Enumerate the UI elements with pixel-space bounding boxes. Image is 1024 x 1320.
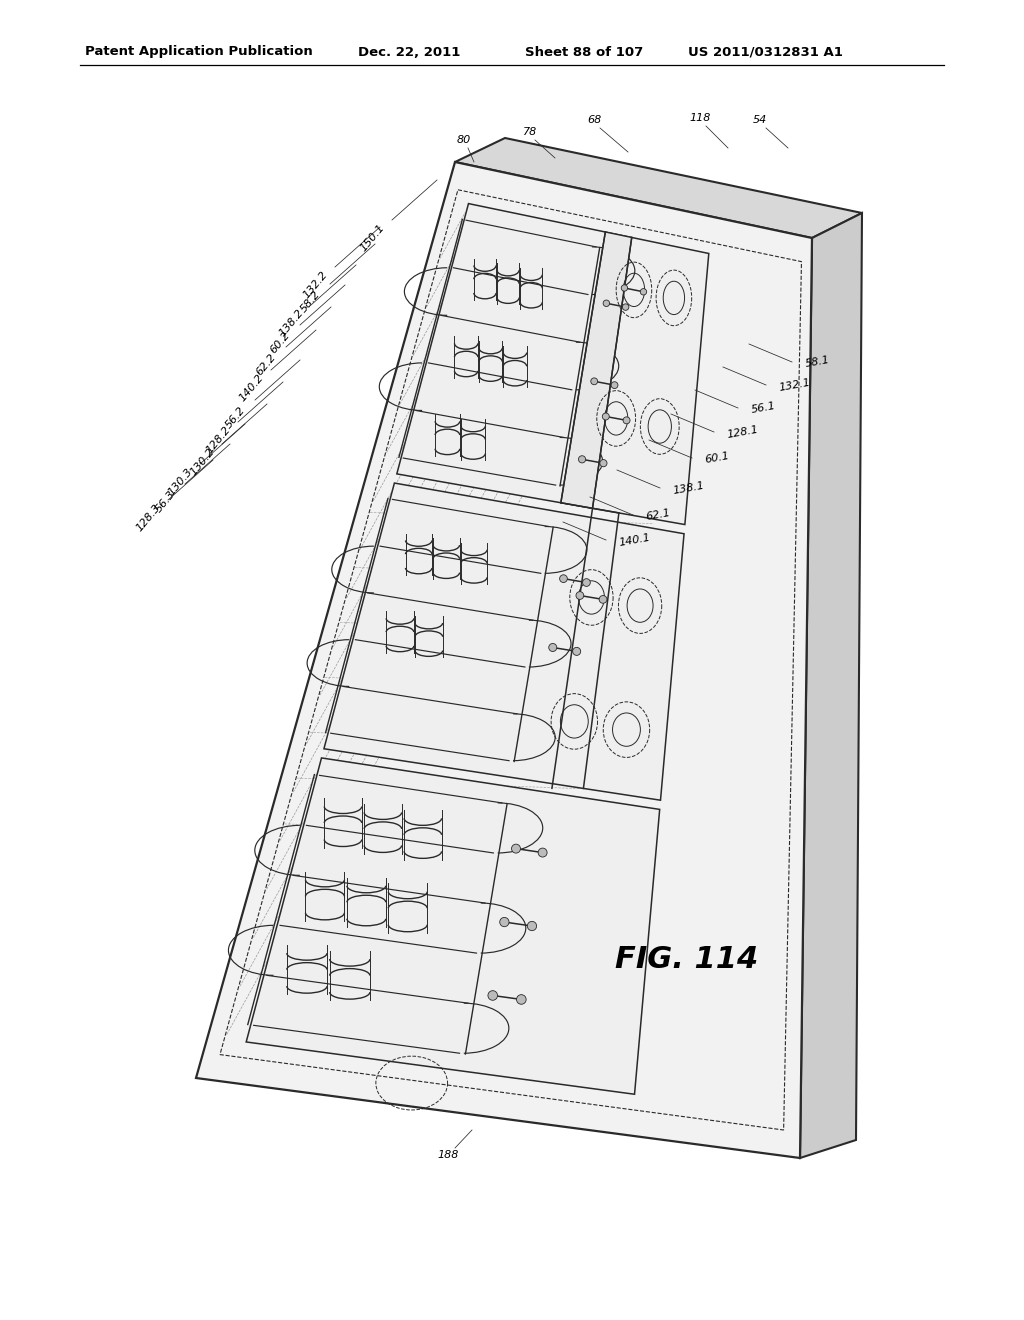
Text: Dec. 22, 2011: Dec. 22, 2011	[358, 45, 461, 58]
Text: 60.2: 60.2	[268, 330, 292, 356]
Text: 130.2: 130.2	[187, 446, 216, 478]
Circle shape	[500, 917, 509, 927]
Circle shape	[516, 995, 526, 1005]
Text: 132.2: 132.2	[301, 269, 329, 301]
Circle shape	[623, 417, 630, 424]
Text: Sheet 88 of 107: Sheet 88 of 107	[525, 45, 643, 58]
Circle shape	[579, 455, 586, 463]
Text: 62.2: 62.2	[254, 352, 278, 378]
Text: Patent Application Publication: Patent Application Publication	[85, 45, 312, 58]
Text: 78: 78	[523, 127, 538, 137]
Text: 54: 54	[753, 115, 767, 125]
Text: 128.3: 128.3	[134, 503, 162, 533]
Text: 60.1: 60.1	[705, 451, 730, 465]
Polygon shape	[196, 162, 812, 1158]
Text: 130.3: 130.3	[166, 466, 195, 498]
Text: 128.2: 128.2	[204, 425, 232, 455]
Circle shape	[599, 595, 607, 603]
Circle shape	[623, 304, 629, 310]
Text: 138.1: 138.1	[672, 480, 706, 496]
Text: 118: 118	[689, 114, 711, 123]
Text: 150.1: 150.1	[357, 223, 386, 253]
Text: 56.3: 56.3	[154, 490, 177, 515]
Circle shape	[640, 289, 646, 294]
Text: 80: 80	[457, 135, 471, 145]
Text: 140.2: 140.2	[237, 372, 265, 404]
Polygon shape	[561, 232, 632, 508]
Circle shape	[622, 285, 628, 292]
Circle shape	[549, 643, 557, 652]
Circle shape	[603, 300, 609, 306]
Circle shape	[611, 381, 617, 388]
Circle shape	[572, 647, 581, 656]
Text: 188: 188	[437, 1150, 459, 1160]
Text: 128.1: 128.1	[726, 424, 759, 440]
Polygon shape	[455, 139, 862, 238]
Text: 132.1: 132.1	[778, 378, 811, 393]
Circle shape	[602, 413, 609, 420]
Circle shape	[527, 921, 537, 931]
Text: 56.2: 56.2	[223, 405, 247, 430]
Circle shape	[560, 574, 567, 582]
Text: 58.2: 58.2	[298, 289, 322, 314]
Text: 62.1: 62.1	[645, 508, 672, 523]
Text: US 2011/0312831 A1: US 2011/0312831 A1	[688, 45, 843, 58]
Circle shape	[583, 578, 590, 586]
Text: 68: 68	[587, 115, 601, 125]
Circle shape	[487, 991, 498, 1001]
Polygon shape	[397, 203, 709, 524]
Polygon shape	[324, 483, 684, 800]
Polygon shape	[246, 758, 659, 1094]
Text: FIG. 114: FIG. 114	[615, 945, 758, 974]
Circle shape	[512, 845, 520, 853]
Text: 56.1: 56.1	[750, 401, 776, 414]
Text: 140.1: 140.1	[618, 532, 651, 548]
Circle shape	[575, 591, 584, 599]
Polygon shape	[800, 213, 862, 1158]
Circle shape	[600, 459, 607, 467]
Text: 138.2: 138.2	[276, 308, 305, 338]
Circle shape	[539, 847, 547, 857]
Circle shape	[591, 378, 598, 384]
Text: 58.1: 58.1	[804, 355, 830, 370]
